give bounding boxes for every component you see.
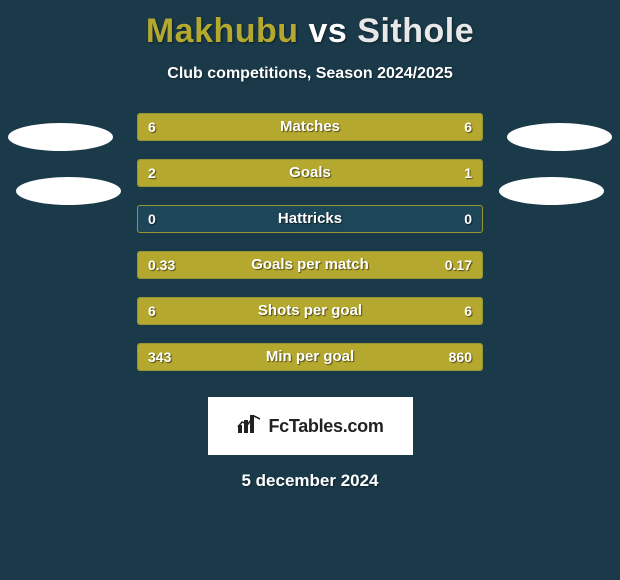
stat-row: 6 Shots per goal 6 [137,297,483,325]
stat-value-left: 6 [148,298,156,324]
stat-value-left: 6 [148,114,156,140]
player2-shadow-top [507,123,612,151]
stat-value-left: 343 [148,344,171,370]
player1-shadow-top [8,123,113,151]
vs-text: vs [309,12,348,50]
stat-value-left: 2 [148,160,156,186]
player2-name: Sithole [357,12,474,50]
stat-label: Matches [280,114,340,140]
stat-row: 0 Hattricks 0 [137,205,483,233]
subtitle: Club competitions, Season 2024/2025 [0,65,620,83]
stat-label: Min per goal [266,344,354,370]
stats-arena: 6 Matches 6 2 Goals 1 0 Hattricks 0 0.33… [0,113,620,383]
comparison-title: Makhubu vs Sithole [0,0,620,51]
stat-label: Goals per match [251,252,369,278]
player1-shadow-bottom [16,177,121,205]
stat-label: Shots per goal [258,298,362,324]
logo-text: FcTables.com [268,416,383,437]
stat-label: Goals [289,160,331,186]
stat-value-right: 1 [464,160,472,186]
stat-bars: 6 Matches 6 2 Goals 1 0 Hattricks 0 0.33… [137,113,483,389]
stat-value-left: 0 [148,206,156,232]
stat-bar-left [138,160,367,186]
source-logo: FcTables.com [208,397,413,455]
stat-value-left: 0.33 [148,252,175,278]
stat-value-right: 6 [464,298,472,324]
stat-value-right: 6 [464,114,472,140]
date: 5 december 2024 [0,471,620,491]
chart-icon [236,413,262,440]
stat-value-right: 860 [449,344,472,370]
stat-value-right: 0 [464,206,472,232]
stat-row: 6 Matches 6 [137,113,483,141]
stat-value-right: 0.17 [445,252,472,278]
player2-shadow-bottom [499,177,604,205]
stat-row: 343 Min per goal 860 [137,343,483,371]
stat-row: 0.33 Goals per match 0.17 [137,251,483,279]
player1-name: Makhubu [146,12,299,50]
stat-label: Hattricks [278,206,342,232]
stat-row: 2 Goals 1 [137,159,483,187]
